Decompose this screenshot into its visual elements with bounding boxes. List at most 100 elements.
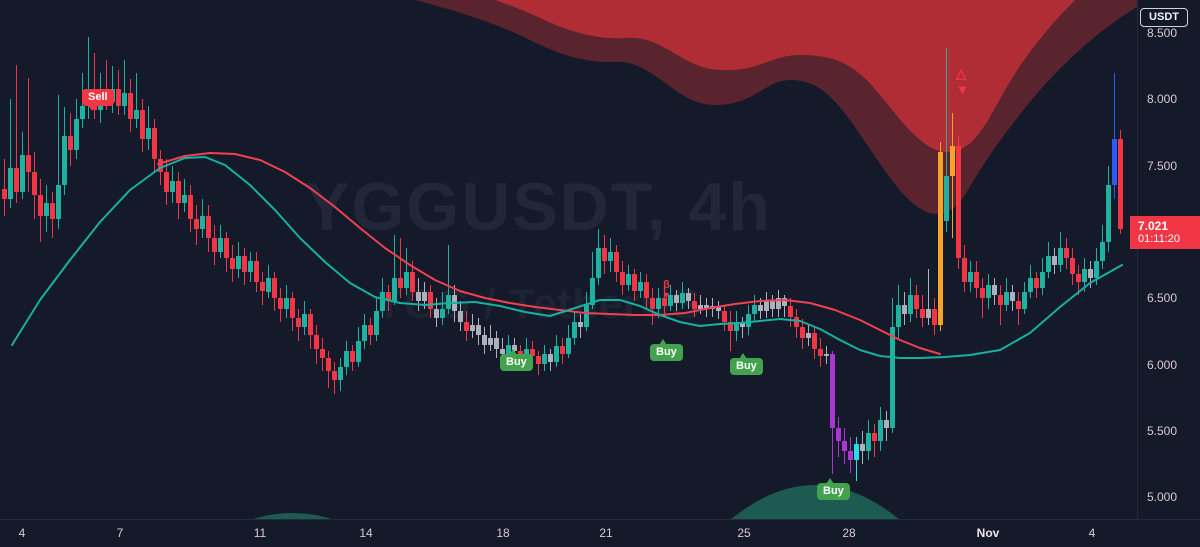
candle-body [416, 291, 421, 301]
time-axis-label: 18 [496, 526, 510, 540]
candle-body [368, 324, 373, 336]
price-axis-label: 6.000 [1147, 358, 1178, 372]
candle-body [146, 128, 151, 140]
candle-body [188, 194, 193, 219]
candle-body [1118, 139, 1123, 230]
time-axis-label: 14 [359, 526, 373, 540]
candle-body [512, 344, 517, 352]
candle-body [92, 92, 97, 110]
candle-body [818, 348, 823, 357]
candle-body [452, 295, 457, 312]
candle-body [230, 258, 235, 269]
candle-body [1064, 247, 1069, 259]
candle-body [104, 92, 109, 102]
price-axis-label: 8.000 [1147, 92, 1178, 106]
candle-body [350, 351, 355, 362]
candle-wick [28, 78, 29, 193]
candle-body [884, 420, 889, 429]
candle-body [710, 306, 715, 309]
candle-wick [730, 311, 731, 352]
candle-body [1034, 278, 1039, 288]
time-axis-label: 11 [253, 526, 267, 540]
candle-body [854, 443, 859, 460]
candle-body [2, 189, 7, 199]
candle-body [560, 345, 565, 354]
candle-body [494, 337, 499, 349]
currency-badge[interactable]: USDT [1140, 8, 1188, 27]
candle-wick [136, 72, 137, 129]
dome-teal [730, 485, 900, 520]
candle-body [434, 308, 439, 318]
candle-body [326, 357, 331, 372]
candle-body [764, 300, 769, 312]
candle-body [500, 348, 505, 354]
candle-body [734, 322, 739, 332]
candle-body [944, 176, 949, 222]
candle-wick [94, 52, 95, 120]
price-axis[interactable]: 8.500 8.000 7.500 6.500 6.000 5.500 5.000 [1137, 0, 1200, 520]
candle-body [668, 295, 673, 307]
candle-body [314, 335, 319, 349]
candle-body [14, 168, 19, 193]
candle-wick [124, 59, 125, 116]
candle-body [284, 298, 289, 309]
candle-body [548, 353, 553, 362]
candle-body [932, 308, 937, 325]
candle-body [386, 291, 391, 301]
candle-body [686, 292, 691, 301]
candle-body [20, 154, 25, 193]
candle-body [578, 322, 583, 328]
candle-body [518, 351, 523, 358]
candle-body [860, 443, 865, 451]
candle-body [296, 318, 301, 328]
candle-body [530, 348, 535, 357]
candle-body [356, 340, 361, 362]
candle-body [182, 194, 187, 203]
candle-wick [4, 158, 5, 216]
candle-body [992, 284, 997, 296]
candle-body [506, 344, 511, 354]
candle-body [788, 306, 793, 317]
candle-body [440, 308, 445, 318]
candle-body [938, 152, 943, 325]
candle-body [584, 304, 589, 328]
candle-wick [106, 59, 107, 110]
time-axis[interactable]: 4 7 11 14 18 21 25 28 Nov 4 [0, 519, 1200, 547]
candle-body [74, 119, 79, 150]
candle-body [32, 172, 37, 195]
candle-body [542, 353, 547, 365]
candle-body [410, 271, 415, 292]
candle-body [152, 128, 157, 159]
time-axis-label: 7 [116, 526, 124, 540]
candle-body [446, 295, 451, 309]
candle-body [656, 298, 661, 309]
dome-teal-left [250, 513, 335, 520]
candle-body [680, 292, 685, 304]
time-axis-label: 4 [18, 526, 26, 540]
candle-body [716, 306, 721, 312]
candle-body [68, 136, 73, 150]
candle-body [170, 181, 175, 193]
candle-body [920, 308, 925, 318]
candle-body [728, 322, 733, 332]
candle-body [1100, 242, 1105, 261]
candlestick-series[interactable] [0, 0, 1138, 520]
candle-body [752, 304, 757, 315]
candle-body [50, 202, 55, 219]
candle-body [134, 109, 139, 120]
candle-body [488, 337, 493, 345]
candle-body [524, 348, 529, 358]
candle-body [644, 282, 649, 299]
candle-body [266, 278, 271, 292]
candle-body [1010, 291, 1015, 301]
candle-body [758, 304, 763, 312]
candle-body [1046, 255, 1051, 272]
candle-body [206, 215, 211, 239]
candle-body [602, 247, 607, 261]
candle-body [1016, 300, 1021, 309]
candle-body [878, 420, 883, 442]
candle-body [980, 287, 985, 299]
price-axis-label: 5.000 [1147, 490, 1178, 504]
candle-body [794, 316, 799, 328]
candle-body [140, 109, 145, 140]
